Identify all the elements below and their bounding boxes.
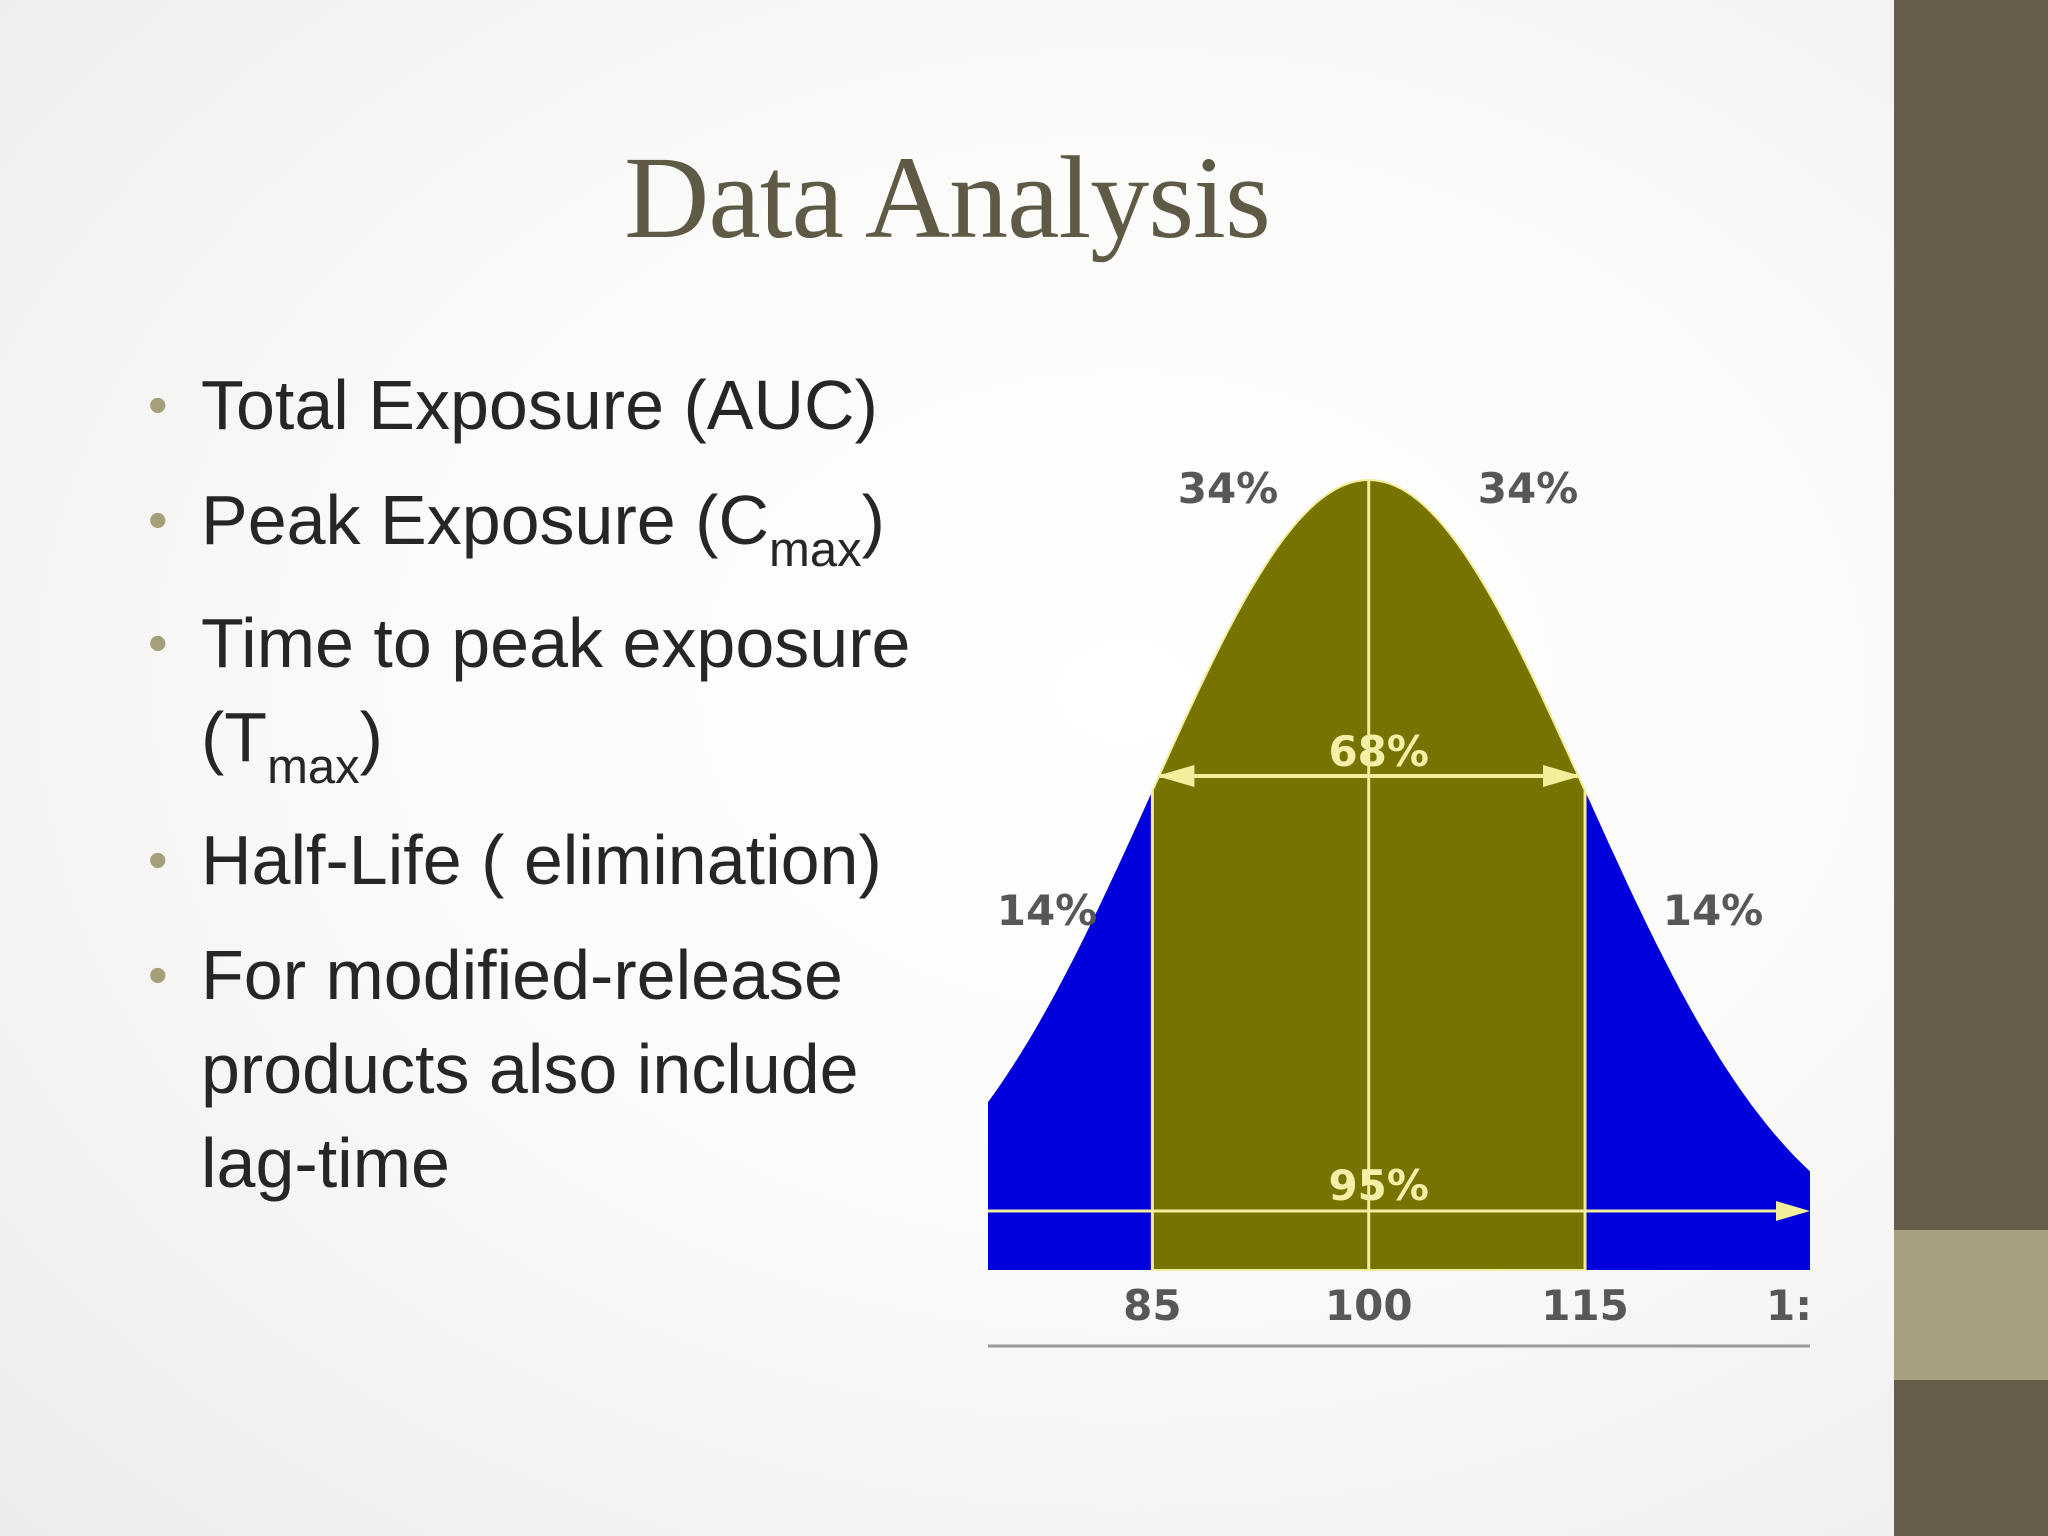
bullet-dot-icon: • bbox=[148, 943, 168, 1006]
x-tick-label: 115 bbox=[1541, 1281, 1629, 1330]
bullet-dot-icon: • bbox=[148, 488, 168, 551]
slide-title: Data Analysis bbox=[624, 132, 1271, 263]
bullet-item: • Total Exposure (AUC) bbox=[148, 358, 948, 452]
span-95-arrow-right bbox=[1776, 1201, 1810, 1221]
left-tail-area bbox=[988, 790, 1153, 1270]
span-68-arrow-left bbox=[1156, 765, 1195, 787]
region-label-left-tail: 14% bbox=[997, 886, 1098, 935]
bullet-text-after: ) bbox=[359, 698, 383, 776]
distribution-chart: 14% 34% 34% 14% 68% 95% 85 100 115 1: bbox=[988, 458, 1810, 1358]
bullet-text-after: ) bbox=[861, 481, 885, 559]
x-tick-label: 85 bbox=[1123, 1281, 1181, 1330]
bullet-subscript: max bbox=[267, 740, 360, 794]
distribution-chart-svg: 14% 34% 34% 14% 68% 95% 85 100 115 1: bbox=[988, 464, 1810, 1348]
bullet-dot-icon: • bbox=[148, 611, 168, 674]
bullet-item: • Time to peak exposure (Tmax) bbox=[148, 596, 948, 794]
bullet-text: Half-Life ( elimination) bbox=[201, 821, 882, 899]
bullet-item: • Peak Exposure (Cmax) bbox=[148, 473, 948, 577]
x-tick-label: 100 bbox=[1325, 1281, 1413, 1330]
side-accent bbox=[1894, 1230, 2048, 1380]
bullet-item: • Half-Life ( elimination) bbox=[148, 813, 948, 907]
bullet-dot-icon: • bbox=[148, 373, 168, 436]
bullet-text: Peak Exposure (C bbox=[201, 481, 770, 559]
span-68-arrow-right bbox=[1543, 765, 1582, 787]
bullet-text: Time to peak exposure (T bbox=[201, 604, 911, 776]
bullet-item: • For modified-release products also inc… bbox=[148, 928, 948, 1210]
bullet-subscript: max bbox=[769, 523, 862, 577]
bullet-list: • Total Exposure (AUC) • Peak Exposure (… bbox=[148, 358, 948, 1231]
x-tick-label: 1: bbox=[1766, 1281, 1810, 1330]
region-label-right-center: 34% bbox=[1478, 464, 1579, 513]
bullet-dot-icon: • bbox=[148, 828, 168, 891]
region-label-left-center: 34% bbox=[1178, 464, 1279, 513]
span-label-95: 95% bbox=[1328, 1161, 1429, 1210]
bullet-text: For modified-release products also inclu… bbox=[201, 936, 859, 1202]
bullet-text: Total Exposure (AUC) bbox=[201, 366, 878, 444]
span-label-68: 68% bbox=[1328, 727, 1429, 776]
right-tail-area bbox=[1585, 790, 1810, 1270]
region-label-right-tail: 14% bbox=[1663, 886, 1764, 935]
